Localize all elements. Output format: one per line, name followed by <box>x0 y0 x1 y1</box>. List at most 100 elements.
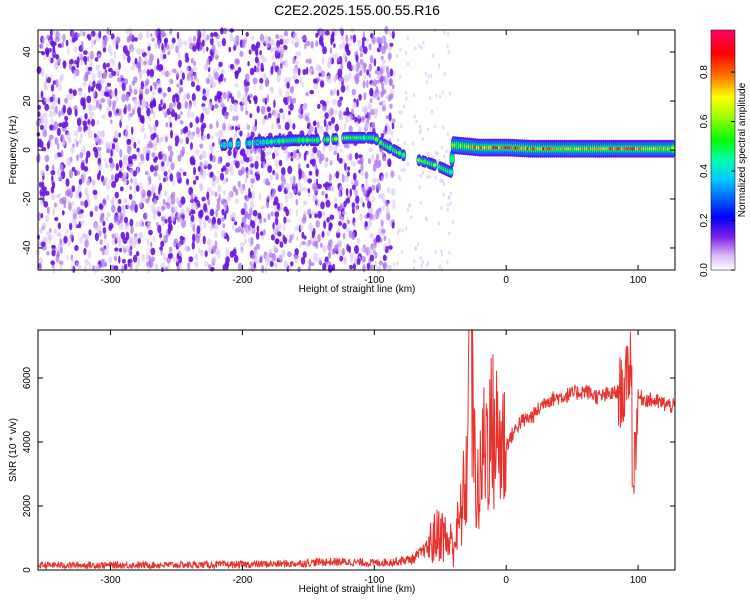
spectrogram-noise-cell <box>366 69 370 76</box>
spectrogram-noise-cell <box>414 46 417 51</box>
spectrogram-noise-cell <box>146 222 151 230</box>
spectrogram-noise-cell <box>336 228 341 234</box>
spectrogram-noise-cell <box>297 67 301 76</box>
spectrogram-noise-cell <box>350 179 355 186</box>
spectrogram-noise-cell <box>283 216 287 224</box>
spectrogram-noise-cell <box>332 31 335 37</box>
spectrogram-noise-cell <box>48 134 54 140</box>
spectrogram-noise-cell <box>341 173 345 183</box>
spectrogram-noise-cell <box>110 164 114 172</box>
spectrogram-noise-cell <box>73 46 78 53</box>
spectrogram-noise-cell <box>430 73 433 78</box>
spectrogram-noise-cell <box>118 198 122 204</box>
spectrogram-noise-cell <box>351 231 356 240</box>
spectrogram-noise-cell <box>234 221 238 226</box>
spectrogram-noise-cell <box>228 166 232 173</box>
spectrogram-noise-cell <box>43 124 47 131</box>
spectrogram-noise-cell <box>133 185 137 195</box>
spectrogram-noise-cell <box>133 88 138 96</box>
spectrogram-noise-cell <box>148 259 154 269</box>
spectrogram-noise-cell <box>273 148 278 154</box>
spectrogram-noise-cell <box>318 64 322 71</box>
spectrogram-noise-cell <box>159 246 164 251</box>
spectrogram-noise-cell <box>176 200 180 206</box>
spectrogram-noise-cell <box>297 188 301 194</box>
spectrogram-noise-cell <box>255 251 259 258</box>
spectrogram-noise-cell <box>94 232 99 242</box>
spectrogram-noise-cell <box>44 117 48 126</box>
spectrogram-noise-cell <box>64 115 69 122</box>
spectrogram-noise-cell <box>208 144 213 151</box>
spectrogram-noise-cell <box>194 253 199 261</box>
spectrogram-noise-cell <box>356 39 362 46</box>
spectrogram-noise-cell <box>360 247 366 253</box>
spectrogram-noise-cell <box>390 170 395 178</box>
spectrogram-noise-cell <box>95 99 100 109</box>
spectrogram-noise-cell <box>40 241 46 247</box>
spectrogram-noise-cell <box>329 214 335 220</box>
spectrogram-noise-cell <box>68 88 73 94</box>
spectrogram-noise-cell <box>301 82 305 88</box>
spectrogram-noise-cell <box>386 207 390 215</box>
spectrogram-noise-cell <box>142 69 147 74</box>
spectrogram-noise-cell <box>389 219 393 225</box>
spectrogram-noise-cell <box>146 69 151 77</box>
spectrogram-noise-cell <box>279 108 284 113</box>
spectrogram-noise-cell <box>72 89 77 97</box>
spectrogram-noise-cell <box>192 99 196 107</box>
spectrogram-noise-cell <box>164 70 170 78</box>
spectrogram-noise-cell <box>222 122 227 131</box>
spectrogram-noise-cell <box>250 36 255 41</box>
spectrogram-noise-cell <box>376 66 381 72</box>
spectrogram-noise-cell <box>440 206 443 210</box>
colorbar: 0.00.20.40.60.8 Normalized spectral ampl… <box>699 29 748 277</box>
spectrogram-noise-cell <box>378 101 383 106</box>
snr-plot-frame <box>37 329 676 571</box>
spectrogram-noise-cell <box>425 263 429 268</box>
spectrogram-noise-cell <box>166 159 170 167</box>
spectrogram-noise-cell <box>187 109 191 119</box>
spectrogram-noise-cell <box>121 204 127 211</box>
spectrogram-noise-cell <box>76 154 79 162</box>
colorbar-gradient <box>710 29 736 271</box>
spectrogram-noise-cell <box>363 108 368 116</box>
spectrogram-noise-cell <box>153 124 157 132</box>
spectrogram-noise-cell <box>141 98 146 107</box>
spectrogram-noise-cell <box>206 133 210 140</box>
spectrogram-noise-cell <box>103 261 108 268</box>
snr-x-ticks: -300 -200 -100 0 100 <box>101 330 647 586</box>
spectrogram-noise-cell <box>354 76 360 85</box>
spectrogram-noise-cell <box>277 52 281 59</box>
spectrogram-noise-cell <box>62 33 66 42</box>
spectrogram-noise-cell <box>251 43 256 52</box>
spectrogram-noise-cell <box>255 155 259 161</box>
spectrogram-noise-cell <box>369 233 375 239</box>
spectrogram-noise-cell <box>382 254 387 261</box>
spectrogram-noise-cell <box>258 193 262 201</box>
spectrogram-noise-cell <box>363 92 367 101</box>
spectrogram-y-tick-label: -20 <box>22 191 33 206</box>
spectrogram-noise-cell <box>424 71 428 76</box>
spectrogram-noise-cell <box>259 77 264 84</box>
spectrogram-noise-cell <box>146 237 150 247</box>
spectrogram-noise-cell <box>288 265 292 271</box>
spectrogram-noise-cell <box>169 122 173 128</box>
spectrogram-noise-cell <box>170 129 173 139</box>
spectrogram-noise-cell <box>277 146 281 151</box>
spectrogram-noise-cell <box>307 188 310 194</box>
spectrogram-noise-cell <box>55 79 59 88</box>
spectrogram-noise-cell <box>436 151 439 156</box>
spectrogram-noise-cell <box>185 178 190 186</box>
spectrogram-noise-cell <box>146 143 151 149</box>
spectrogram-noise-cell <box>392 262 396 267</box>
spectrogram-noise-cell <box>365 184 370 191</box>
spectrogram-noise-cell <box>52 207 56 216</box>
spectrogram-noise-cell <box>113 255 118 262</box>
spectrogram-noise-cell <box>41 222 47 230</box>
spectrogram-noise-cell <box>110 149 113 158</box>
spectrogram-noise-cell <box>354 180 359 187</box>
spectrogram-noise-cell <box>273 201 276 206</box>
spectrogram-noise-cell <box>215 132 219 138</box>
spectrogram-noise-cell <box>78 191 82 199</box>
spectrogram-noise-cell <box>54 153 59 160</box>
